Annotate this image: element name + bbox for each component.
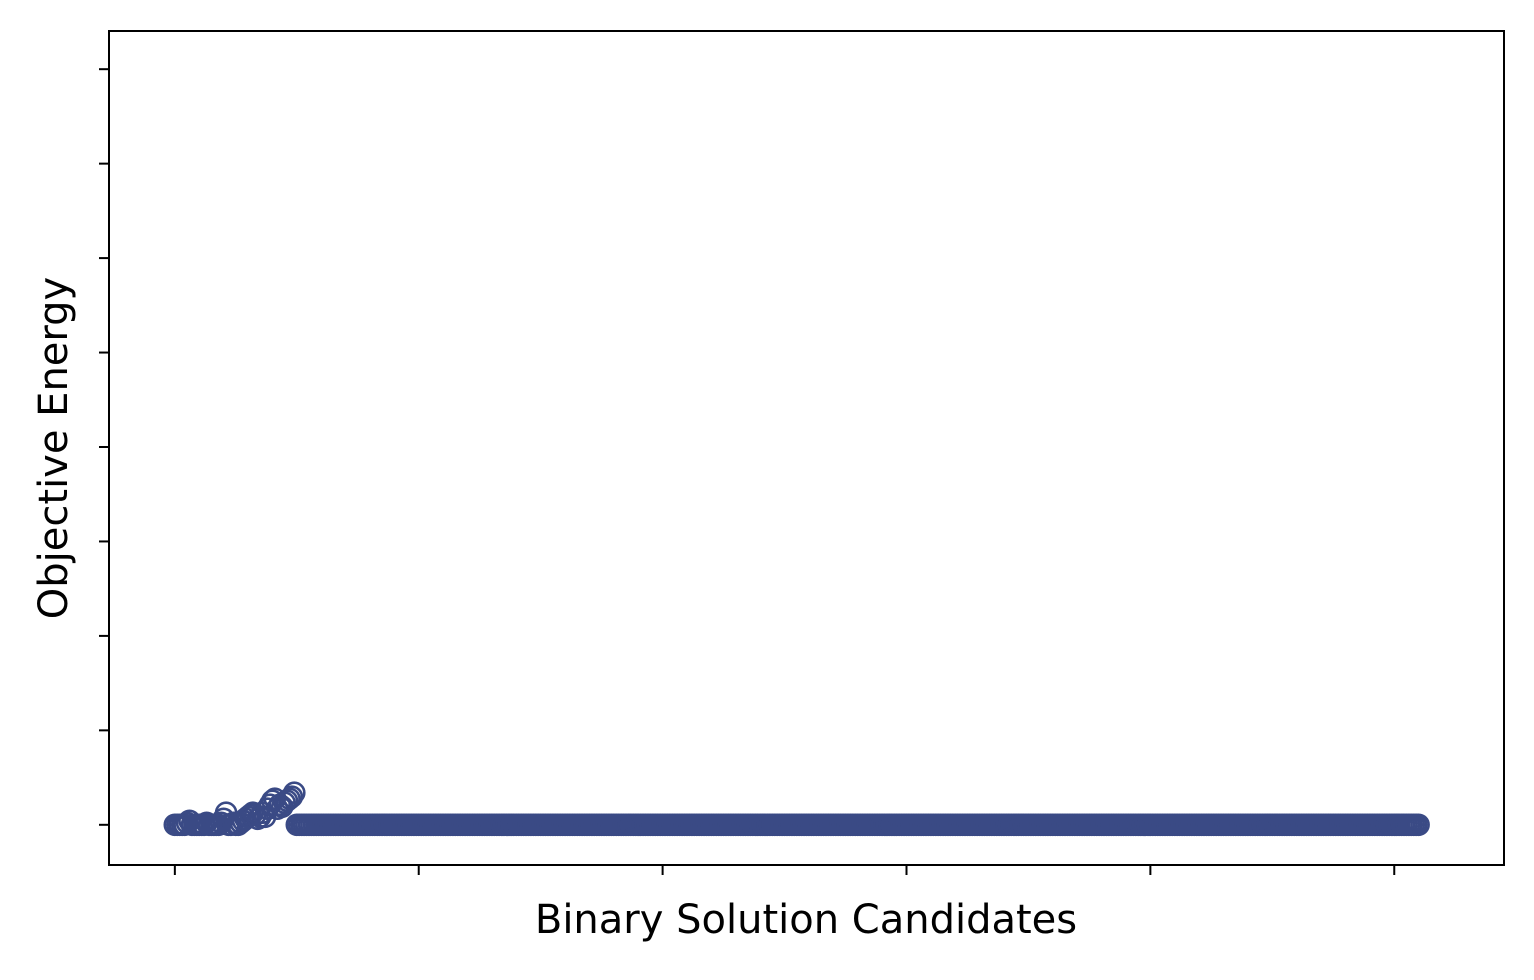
x-axis-label: Binary Solution Candidates: [535, 897, 1077, 943]
data-point: [282, 781, 306, 805]
ticks-layer: [99, 68, 1396, 875]
y-axis-label: Objective Energy: [31, 277, 77, 619]
points-layer: [163, 781, 1430, 837]
plot-frame: [108, 30, 1505, 866]
data-point: [280, 785, 304, 809]
data-point: [278, 787, 301, 811]
data-point: [1407, 813, 1430, 837]
data-point: [275, 789, 299, 813]
